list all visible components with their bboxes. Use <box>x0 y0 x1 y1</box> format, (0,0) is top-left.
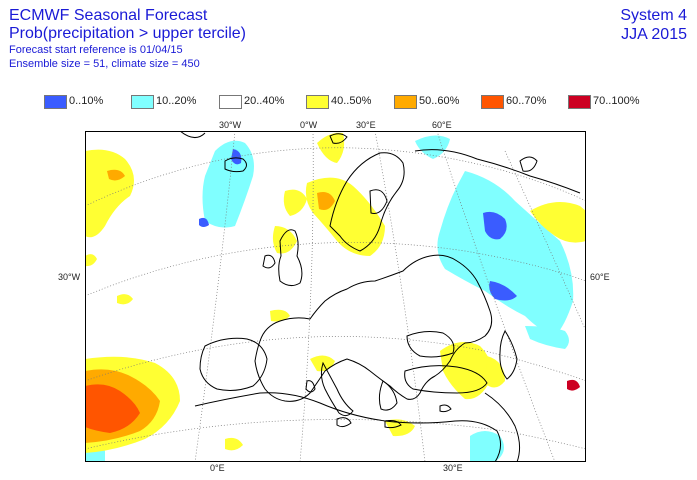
legend-swatch <box>131 95 154 109</box>
lon-label-top-30w: 30°W <box>219 120 242 130</box>
period-label: JJA 2015 <box>621 26 687 43</box>
lon-label-top-30e: 30°E <box>356 120 376 130</box>
map-frame <box>85 131 586 462</box>
shade-region-yellow <box>530 202 586 243</box>
shade-region-cyan <box>525 326 569 349</box>
legend-swatch <box>219 95 242 109</box>
shade-region-yellow <box>272 226 297 254</box>
lon-label-top-60e: 60°E <box>432 120 452 130</box>
ensemble-size: Ensemble size = 51, climate size = 450 <box>9 58 200 70</box>
shade-region-yellow <box>117 294 133 305</box>
shade-region-yellow <box>385 419 415 437</box>
shade-region-yellow <box>225 437 243 451</box>
legend-label: 70..100% <box>593 95 640 107</box>
legend-label: 50..60% <box>419 95 460 107</box>
forecast-start-reference: Forecast start reference is 01/04/15 <box>9 44 183 56</box>
shade-region-yellow <box>317 132 345 163</box>
legend-label: 40..50% <box>331 95 372 107</box>
header-right: System 4 JJA 2015 <box>620 6 687 44</box>
shading-60-70 <box>85 384 140 433</box>
map-subtitle: Prob(precipitation > upper tercile) <box>9 25 247 42</box>
header-left: ECMWF Seasonal Forecast Prob(precipitati… <box>9 6 246 71</box>
legend-label: 0..10% <box>69 95 104 107</box>
shade-region-yellow <box>270 309 290 322</box>
shade-region-orange <box>317 192 335 210</box>
lat-label-right: 60°E <box>590 272 610 282</box>
legend-label: 20..40% <box>244 95 285 107</box>
lon-label-top-0w: 0°W <box>300 120 318 130</box>
shade-region-yellow <box>85 149 134 238</box>
legend-label: 10..20% <box>156 95 197 107</box>
forecast-map <box>85 131 586 462</box>
shade-region-cyan <box>415 135 450 159</box>
shade-region-yellow <box>485 356 505 388</box>
legend-swatch <box>394 95 417 109</box>
shade-region-red <box>567 379 580 391</box>
system-label: System 4 <box>620 7 687 24</box>
shade-region-redorange <box>85 384 140 433</box>
shade-region-yellow <box>283 189 307 216</box>
shading-10-20 <box>85 135 574 462</box>
legend-swatch <box>481 95 504 109</box>
shade-region-orange <box>107 169 125 181</box>
legend-swatch <box>306 95 329 109</box>
lon-label-bottom-0e: 0°E <box>210 463 225 473</box>
shade-region-cyan <box>202 140 254 228</box>
shade-region-blue <box>199 217 209 227</box>
shade-region-blue <box>489 281 517 301</box>
graticule <box>85 131 586 462</box>
shade-region-blue <box>483 211 507 240</box>
legend-swatch <box>44 95 67 109</box>
coastlines <box>179 131 581 462</box>
map-title: ECMWF Seasonal Forecast <box>9 7 208 24</box>
legend-swatch <box>568 95 591 109</box>
lon-label-bottom-30e: 30°E <box>443 463 463 473</box>
legend-label: 60..70% <box>506 95 547 107</box>
lat-label-left: 30°W <box>58 272 81 282</box>
shade-region-cyan <box>470 431 504 462</box>
shade-region-yellow <box>85 254 97 267</box>
shading-70-100 <box>567 379 580 391</box>
shade-region-cyan <box>437 171 574 336</box>
